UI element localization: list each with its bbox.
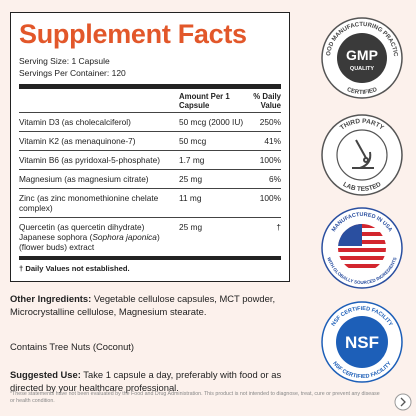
other-ingredients: Other Ingredients: Vegetable cellulose c… xyxy=(10,293,300,318)
badge-main: NSF xyxy=(345,333,379,352)
daily-value: † xyxy=(247,217,281,256)
nutrient-name: Vitamin B6 (as pyridoxal-5-phosphate) xyxy=(19,150,179,170)
microscope-icon xyxy=(352,139,374,169)
name: Zinc (as zinc monomethionine chelate com… xyxy=(19,193,159,213)
badge-main: GMP xyxy=(346,47,378,63)
badge-sub: QUALITY xyxy=(350,66,374,72)
nutrient-row: Vitamin K2 (as menaquinone-7) 50 mcg 41% xyxy=(19,131,281,151)
nutrient-name: Zinc (as zinc monomethionine chelate com… xyxy=(19,188,179,218)
next-arrow[interactable] xyxy=(400,397,406,407)
nutrient-name: Magnesium (as magnesium citrate) xyxy=(19,169,179,189)
supplement-facts-panel: Supplement Facts Serving Size: 1 Capsule… xyxy=(10,12,290,282)
name: Vitamin B6 (as pyridoxal-5-phosphate) xyxy=(19,155,160,165)
suggested-use: Suggested Use: Take 1 capsule a day, pre… xyxy=(10,369,300,394)
divider xyxy=(19,84,281,89)
badge-core xyxy=(336,316,388,368)
daily-value: 250% xyxy=(247,112,281,132)
daily-value: 41% xyxy=(247,131,281,151)
amount: 25 mg xyxy=(179,217,247,256)
nutrient-row: Zinc (as zinc monomethionine chelate com… xyxy=(19,188,281,218)
amount: 25 mg xyxy=(179,169,247,189)
badge-core xyxy=(337,33,387,83)
nutrient-name: Vitamin K2 (as menaquinone-7) xyxy=(19,131,179,151)
title: Supplement Facts xyxy=(19,19,247,49)
name: Quercetin (as quercetin dihydrate) Japan… xyxy=(19,222,145,242)
servings-per-container: Servings Per Container: 120 xyxy=(19,68,126,78)
daily-value: 6% xyxy=(247,169,281,189)
name-italic: Sophora japonica xyxy=(92,232,157,242)
nutrient-row: Quercetin (as quercetin dihydrate) Japan… xyxy=(19,217,281,256)
nutrient-row: Vitamin B6 (as pyridoxal-5-phosphate) 1.7… xyxy=(19,150,281,170)
amount: 11 mg xyxy=(179,188,247,218)
amount: 50 mcg (2000 IU) xyxy=(179,112,247,132)
allergen: Contains Tree Nuts (Coconut) xyxy=(10,341,135,352)
serving-size: Serving Size: 1 Capsule xyxy=(19,56,110,66)
text: Take 1 capsule a day, preferably with fo… xyxy=(10,369,282,393)
nutrient-row: Vitamin D3 (as cholecalciferol) 50 mcg (2… xyxy=(19,112,281,132)
badge-bottom: CERTIFIED xyxy=(346,87,379,96)
amount: 1.7 mg xyxy=(179,150,247,170)
label: Other Ingredients: xyxy=(10,293,92,304)
nutrient-name: Vitamin D3 (as cholecalciferol) xyxy=(19,112,179,132)
facts-table: Amount Per 1 Capsule % Daily Value Vitam… xyxy=(19,89,281,256)
footnote: † Daily Values not established. xyxy=(19,256,281,273)
badge-ring xyxy=(321,114,403,196)
name-end: ) (flower buds) extract xyxy=(19,232,160,252)
name: Vitamin D3 (as cholecalciferol) xyxy=(19,117,131,127)
name: Vitamin K2 (as menaquinone-7) xyxy=(19,136,136,146)
name: Magnesium (as magnesium citrate) xyxy=(19,174,149,184)
disclaimer: *These statements have not been evaluate… xyxy=(10,391,380,404)
daily-value: 100% xyxy=(247,150,281,170)
next-button[interactable] xyxy=(394,393,412,411)
daily-value-header: % Daily Value xyxy=(253,92,281,110)
badge-core xyxy=(336,129,388,181)
daily-value: 100% xyxy=(247,188,281,218)
nutrient-row: Magnesium (as magnesium citrate) 25 mg 6% xyxy=(19,169,281,189)
text: Vegetable cellulose capsules, MCT powder… xyxy=(10,293,276,317)
badge-bottom-text: CERTIFIED xyxy=(346,87,379,96)
amount-header: Amount Per 1 Capsule xyxy=(179,92,230,110)
label: Suggested Use: xyxy=(10,369,81,380)
amount: 50 mcg xyxy=(179,131,247,151)
nutrient-name: Quercetin (as quercetin dihydrate) Japan… xyxy=(19,217,179,256)
